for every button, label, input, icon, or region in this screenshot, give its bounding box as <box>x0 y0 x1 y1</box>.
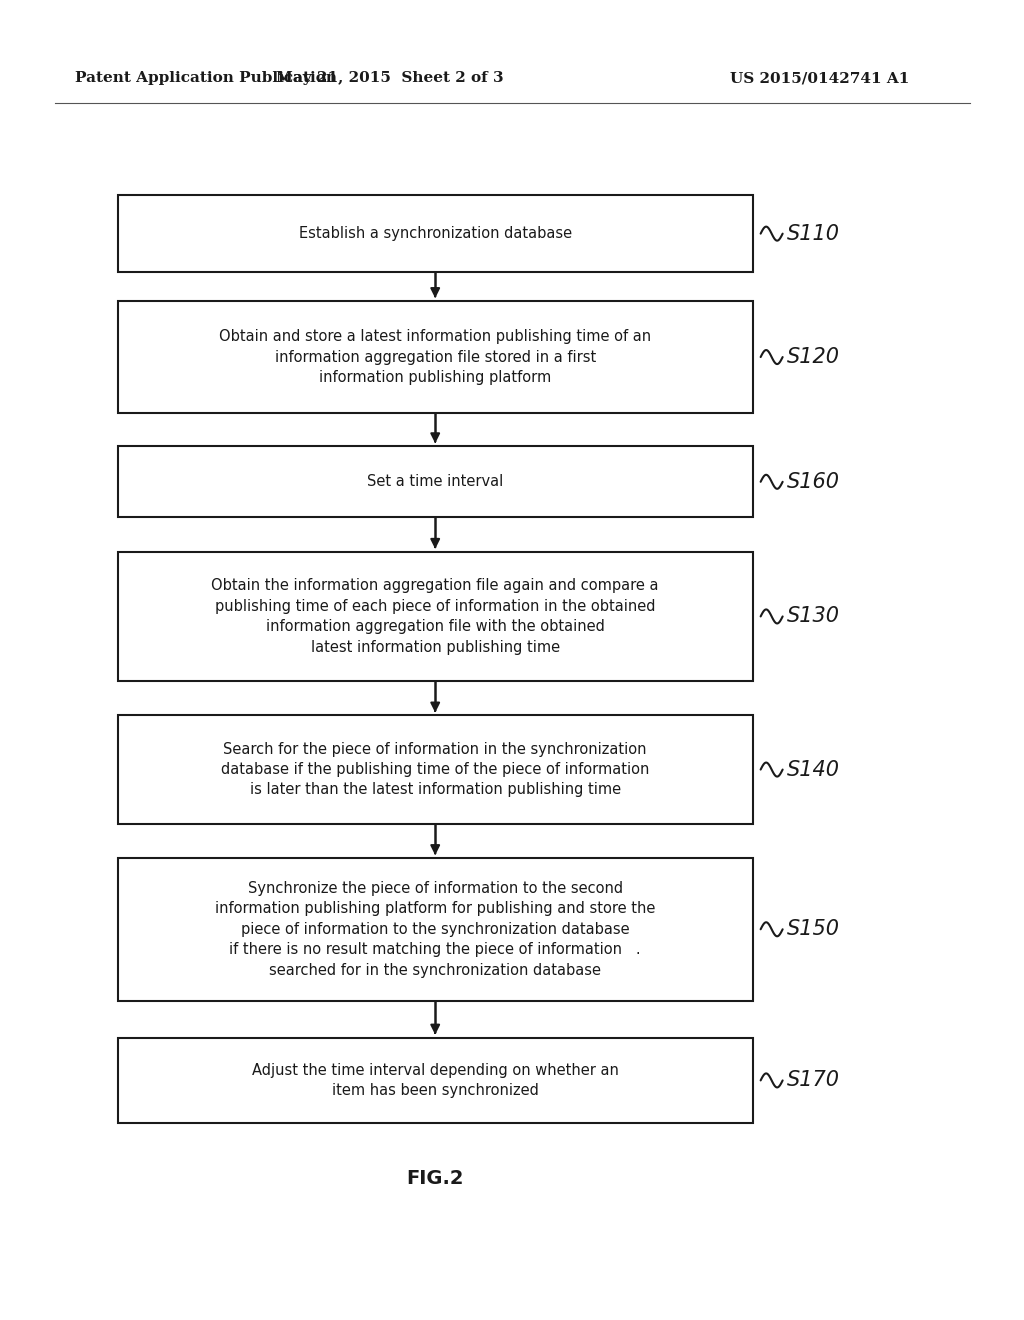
Text: S130: S130 <box>786 606 840 627</box>
Text: Establish a synchronization database: Establish a synchronization database <box>299 226 571 242</box>
Text: May 21, 2015  Sheet 2 of 3: May 21, 2015 Sheet 2 of 3 <box>276 71 504 84</box>
Bar <box>118 552 753 681</box>
Text: Set a time interval: Set a time interval <box>367 474 504 490</box>
Text: S110: S110 <box>786 223 840 244</box>
Text: FIG.2: FIG.2 <box>407 1168 464 1188</box>
Bar <box>118 1038 753 1123</box>
Bar <box>118 195 753 272</box>
Text: Obtain the information aggregation file again and compare a
publishing time of e: Obtain the information aggregation file … <box>211 578 659 655</box>
Text: S150: S150 <box>786 919 840 940</box>
Text: S140: S140 <box>786 759 840 780</box>
Text: Patent Application Publication: Patent Application Publication <box>75 71 337 84</box>
Bar <box>118 446 753 517</box>
Text: US 2015/0142741 A1: US 2015/0142741 A1 <box>730 71 909 84</box>
Text: Obtain and store a latest information publishing time of an
information aggregat: Obtain and store a latest information pu… <box>219 329 651 385</box>
Text: Synchronize the piece of information to the second
information publishing platfo: Synchronize the piece of information to … <box>215 880 655 978</box>
Bar <box>118 715 753 824</box>
Bar <box>118 301 753 413</box>
Text: S170: S170 <box>786 1071 840 1090</box>
Text: Adjust the time interval depending on whether an
item has been synchronized: Adjust the time interval depending on wh… <box>252 1063 618 1098</box>
Bar <box>118 858 753 1001</box>
Text: S120: S120 <box>786 347 840 367</box>
Text: S160: S160 <box>786 471 840 492</box>
Text: Search for the piece of information in the synchronization
database if the publi: Search for the piece of information in t… <box>221 742 649 797</box>
